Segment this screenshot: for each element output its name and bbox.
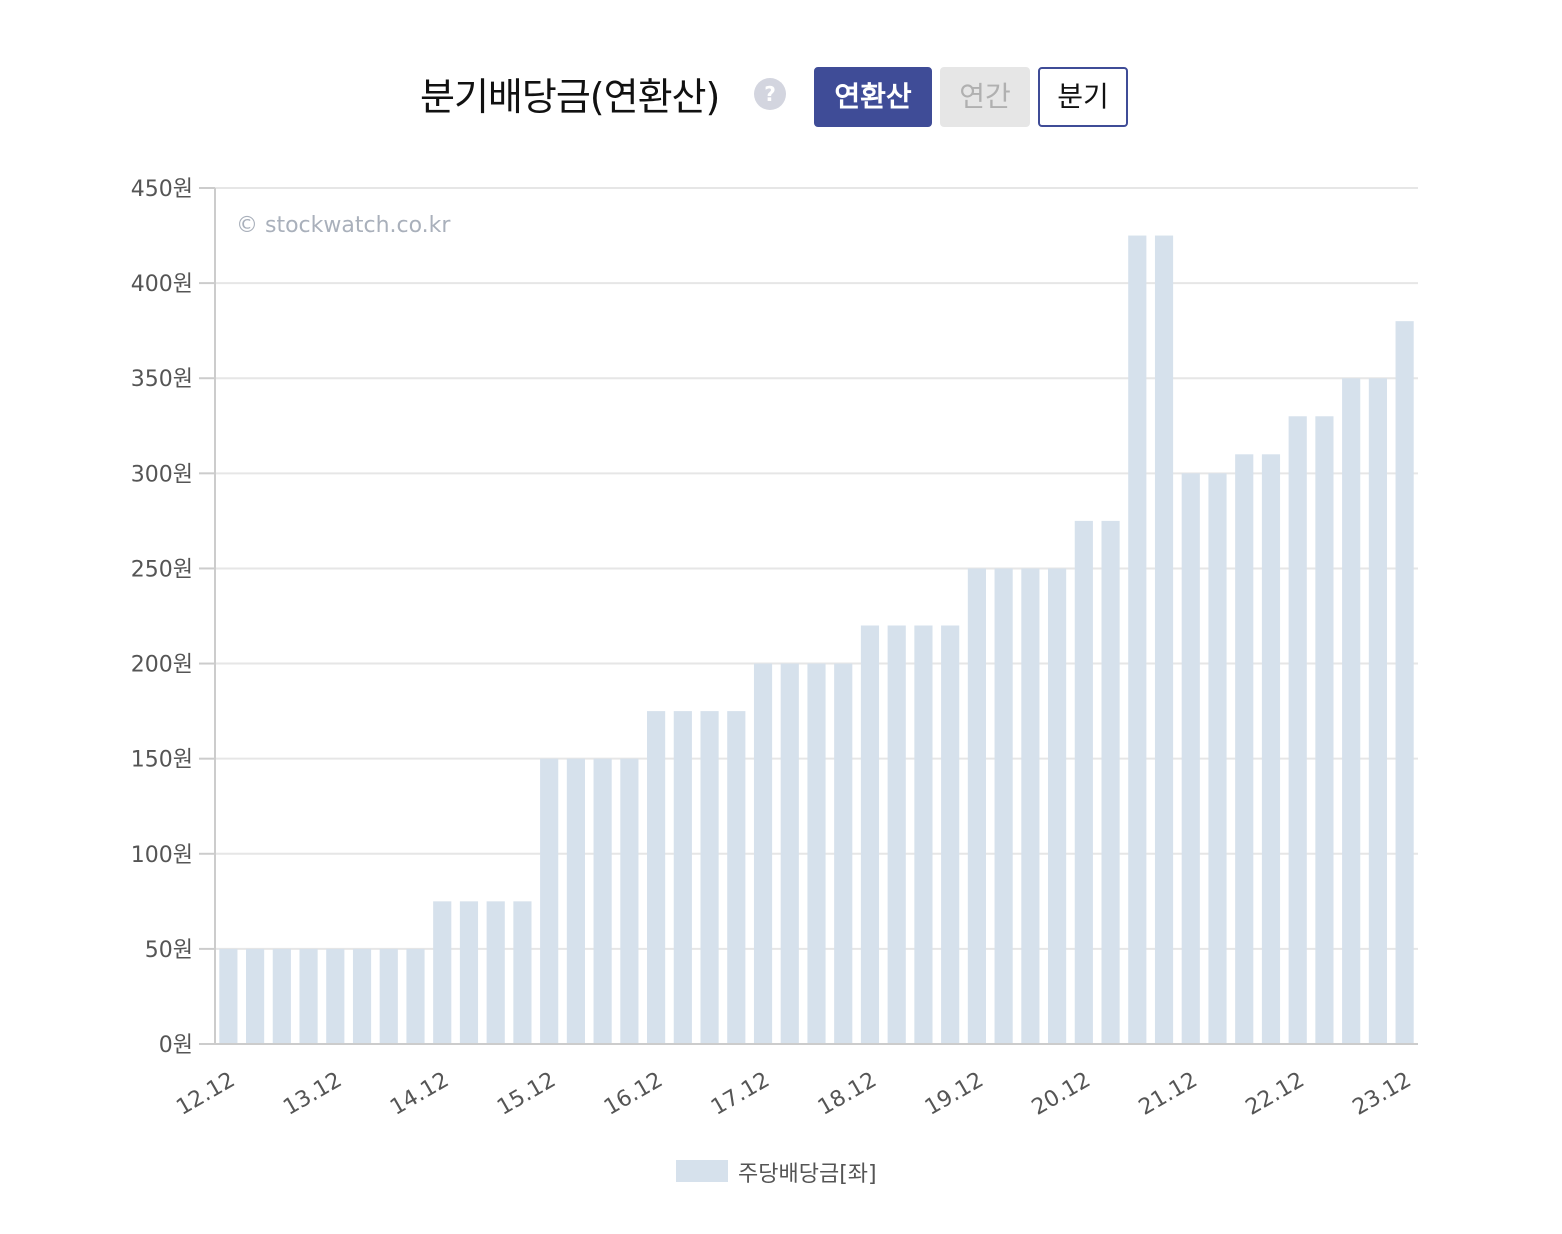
- chart-header: 분기배당금(연환산) ? 연환산 연간 분기: [0, 62, 1562, 132]
- bar[interactable]: [406, 948, 425, 1044]
- quarterly-button[interactable]: 분기: [1038, 67, 1128, 127]
- bar[interactable]: [299, 948, 318, 1044]
- bar[interactable]: [834, 663, 853, 1044]
- legend-swatch: [676, 1160, 728, 1182]
- x-tick-label: 15.12: [493, 1068, 560, 1121]
- bar[interactable]: [219, 948, 238, 1044]
- bar[interactable]: [459, 901, 479, 1044]
- bar[interactable]: [994, 568, 1013, 1044]
- bar[interactable]: [620, 758, 639, 1044]
- bar[interactable]: [1208, 473, 1227, 1044]
- y-tick-label: 150원: [131, 748, 193, 773]
- bar[interactable]: [727, 711, 746, 1044]
- bar[interactable]: [513, 901, 532, 1044]
- bar[interactable]: [246, 948, 265, 1044]
- bar[interactable]: [1235, 454, 1254, 1044]
- yearly-button[interactable]: 연간: [940, 67, 1030, 127]
- annualized-button[interactable]: 연환산: [814, 67, 932, 127]
- bars: [219, 235, 1414, 1045]
- y-tick-label: 100원: [131, 843, 193, 868]
- legend-label: 주당배당금[좌]: [738, 1162, 877, 1187]
- help-icon[interactable]: ?: [754, 78, 786, 110]
- x-tick-label: 16.12: [600, 1068, 667, 1121]
- bar[interactable]: [1315, 416, 1334, 1044]
- bar[interactable]: [780, 663, 799, 1044]
- x-tick-label: 23.12: [1349, 1068, 1416, 1121]
- x-tick-label: 20.12: [1028, 1068, 1095, 1121]
- bar[interactable]: [647, 711, 666, 1044]
- bar[interactable]: [486, 901, 505, 1044]
- bar[interactable]: [433, 901, 452, 1044]
- bar[interactable]: [700, 711, 719, 1044]
- bar[interactable]: [1154, 235, 1174, 1045]
- y-tick-label: 400원: [131, 272, 193, 297]
- x-tick-label: 17.12: [707, 1068, 774, 1121]
- x-tick-label: 21.12: [1135, 1068, 1202, 1121]
- x-tick-label: 19.12: [921, 1068, 988, 1121]
- bar[interactable]: [807, 663, 826, 1044]
- y-tick-label: 200원: [131, 653, 193, 678]
- bar[interactable]: [1395, 321, 1414, 1045]
- x-tick-label: 14.12: [386, 1068, 453, 1121]
- bar[interactable]: [566, 758, 585, 1044]
- bar[interactable]: [352, 948, 372, 1044]
- x-tick-label: 12.12: [172, 1068, 239, 1121]
- bar[interactable]: [1181, 473, 1200, 1044]
- y-tick-label: 300원: [131, 462, 193, 487]
- bar[interactable]: [753, 663, 773, 1044]
- bar[interactable]: [941, 625, 960, 1044]
- bar[interactable]: [540, 758, 559, 1044]
- bar[interactable]: [1368, 378, 1387, 1044]
- bar[interactable]: [593, 758, 612, 1044]
- bar[interactable]: [860, 625, 880, 1044]
- chart-title: 분기배당금(연환산): [420, 75, 720, 119]
- x-tick-label: 18.12: [814, 1068, 881, 1121]
- bar[interactable]: [272, 948, 291, 1044]
- bar[interactable]: [967, 568, 986, 1044]
- bar[interactable]: [1261, 454, 1281, 1044]
- bar[interactable]: [1288, 416, 1307, 1044]
- bar-chart: 0원 50원 100원 150원 200원 250원 300원 350원 400원 450원 12.…: [131, 177, 1418, 1121]
- y-tick-label: 350원: [131, 367, 193, 392]
- y-tick-label: 450원: [131, 177, 193, 202]
- x-tick-label: 22.12: [1242, 1068, 1309, 1121]
- bar[interactable]: [1342, 378, 1361, 1044]
- y-tick-label: 50원: [145, 938, 193, 963]
- y-tick-label: 250원: [131, 557, 193, 582]
- bar[interactable]: [887, 625, 906, 1044]
- bar[interactable]: [1128, 235, 1147, 1045]
- watermark: © stockwatch.co.kr: [236, 213, 451, 238]
- bar[interactable]: [379, 948, 398, 1044]
- bar[interactable]: [1101, 520, 1120, 1044]
- x-tick-label: 13.12: [279, 1068, 346, 1121]
- bar[interactable]: [914, 625, 933, 1044]
- bar[interactable]: [326, 948, 345, 1044]
- bar[interactable]: [1074, 520, 1093, 1044]
- bar[interactable]: [1048, 568, 1067, 1044]
- y-tick-label: 0원: [159, 1033, 193, 1058]
- bar[interactable]: [673, 711, 692, 1044]
- bar[interactable]: [1021, 568, 1040, 1044]
